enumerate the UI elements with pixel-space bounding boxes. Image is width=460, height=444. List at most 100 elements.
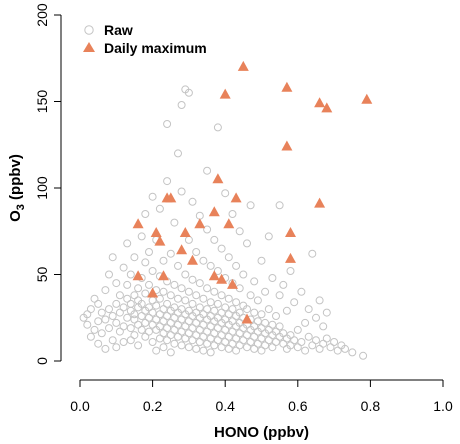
raw-point [293, 325, 302, 334]
daily-maximum-point [219, 88, 231, 99]
raw-point [264, 336, 273, 345]
raw-point [286, 341, 295, 350]
raw-point [170, 325, 179, 334]
raw-point [105, 270, 113, 279]
raw-point [184, 343, 193, 352]
raw-point [199, 310, 208, 319]
raw-point [228, 305, 237, 314]
raw-point [206, 298, 215, 307]
raw-point [188, 299, 197, 308]
raw-point [181, 322, 190, 331]
daily-maximum-point [285, 227, 296, 237]
raw-point [174, 261, 182, 270]
raw-point [174, 320, 182, 329]
raw-point [170, 218, 179, 227]
raw-point [213, 313, 222, 322]
raw-point [228, 327, 237, 336]
daily-maximum-point [176, 244, 188, 255]
raw-point [210, 329, 219, 338]
daily-maximum-point [285, 252, 296, 263]
daily-maximum-point [165, 192, 177, 203]
raw-point [322, 334, 331, 343]
raw-point [141, 289, 150, 298]
daily-maximum-point [223, 218, 235, 229]
raw-point [170, 313, 179, 322]
raw-point [163, 312, 172, 320]
raw-point [279, 339, 288, 348]
raw-point [145, 327, 153, 336]
raw-point [188, 336, 197, 345]
daily-maximum-point [158, 270, 169, 281]
daily-maximum-point [208, 270, 220, 281]
raw-point [224, 310, 233, 319]
raw-point [155, 204, 164, 213]
y-tick-label: 100 [34, 176, 50, 200]
raw-point [217, 331, 226, 340]
raw-point [228, 339, 237, 348]
x-ticks: 0.0 0.2 0.4 0.6 0.8 1.0 [70, 380, 453, 414]
raw-point [319, 339, 328, 348]
daily-maximum-point [314, 197, 326, 208]
raw-point [152, 315, 161, 324]
raw-point [221, 189, 230, 198]
raw-point [217, 343, 226, 352]
raw-point [123, 313, 132, 322]
raw-point [286, 267, 295, 275]
raw-point [177, 284, 186, 293]
raw-point [148, 296, 157, 305]
daily-maximum-series [132, 60, 373, 324]
raw-point [94, 299, 103, 308]
y-axis-title-rest: (ppbv) [7, 154, 24, 204]
raw-point [137, 232, 146, 241]
raw-point [210, 306, 219, 315]
raw-point [250, 308, 259, 317]
raw-point [134, 320, 143, 329]
raw-point [123, 294, 132, 303]
daily-maximum-point [237, 60, 249, 71]
raw-point [221, 325, 230, 334]
raw-point [210, 341, 219, 350]
raw-point [141, 332, 150, 341]
raw-point [177, 101, 186, 109]
raw-point [192, 318, 201, 327]
raw-point [166, 249, 175, 258]
daily-maximum-point [281, 140, 293, 151]
daily-maximum-point [147, 287, 159, 298]
raw-point [210, 287, 219, 296]
raw-point [97, 329, 106, 338]
raw-point [341, 344, 349, 353]
legend-raw-marker [84, 25, 94, 35]
raw-point [134, 284, 143, 293]
raw-point [123, 280, 132, 289]
raw-point [203, 305, 212, 314]
raw-point [159, 305, 168, 314]
daily-maximum-point [132, 270, 144, 281]
raw-point [221, 338, 230, 346]
raw-point [148, 338, 157, 346]
raw-point [145, 313, 153, 322]
raw-point [195, 279, 204, 288]
daily-maximum-point [281, 81, 293, 92]
raw-point [224, 253, 233, 262]
raw-point [275, 201, 284, 210]
raw-point [105, 305, 113, 314]
raw-point [308, 249, 317, 258]
raw-point [217, 291, 226, 300]
raw-point [250, 322, 259, 331]
raw-point [224, 332, 233, 341]
raw-point [243, 343, 251, 352]
legend: Raw Daily maximum [83, 22, 207, 56]
raw-point [210, 235, 219, 244]
axes: 0.0 0.2 0.4 0.6 0.8 1.0 0 50 100 150 200 [34, 3, 453, 414]
raw-point [282, 306, 291, 315]
raw-point [326, 343, 335, 352]
daily-maximum-point [241, 313, 253, 324]
raw-point [246, 291, 255, 300]
raw-point [181, 270, 190, 279]
raw-point [108, 253, 117, 262]
y-tick-label: 0 [34, 357, 50, 365]
raw-point [203, 339, 212, 348]
x-tick-label: 0.6 [288, 398, 308, 414]
raw-point [101, 315, 110, 324]
